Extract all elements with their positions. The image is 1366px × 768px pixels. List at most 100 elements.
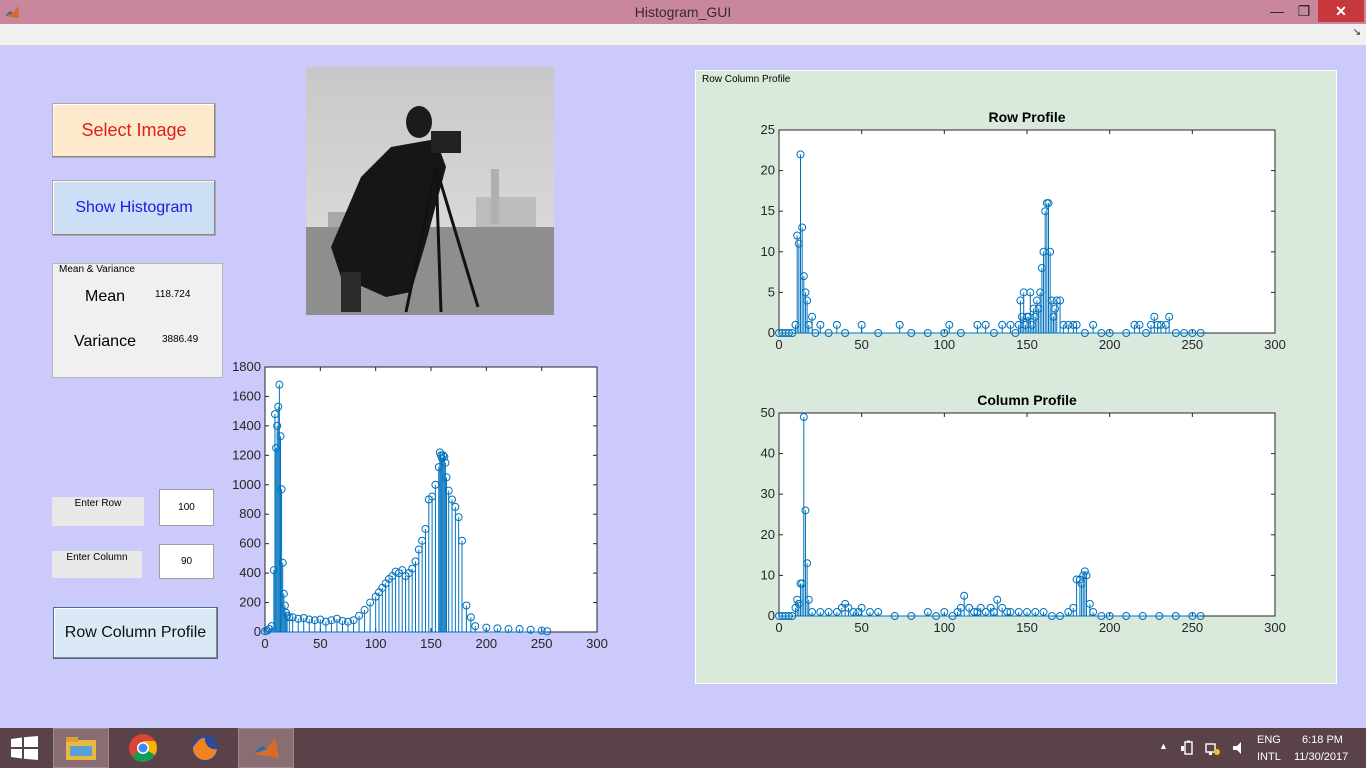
row-column-profile-button[interactable]: Row Column Profile bbox=[53, 607, 218, 659]
dock-icon[interactable]: ↘ bbox=[1352, 27, 1361, 38]
mean-label: Mean bbox=[85, 288, 126, 305]
stem-marker bbox=[956, 329, 965, 337]
stem-marker bbox=[526, 625, 535, 634]
stem-marker bbox=[457, 536, 466, 545]
y-tick-label: 400 bbox=[239, 565, 261, 580]
minimize-button[interactable]: — bbox=[1270, 3, 1284, 19]
y-tick-label: 200 bbox=[239, 595, 261, 610]
stem-marker bbox=[1150, 312, 1159, 321]
battery-icon[interactable] bbox=[1180, 740, 1196, 756]
stem-marker bbox=[1080, 567, 1089, 576]
variance-value: 3886.49 bbox=[162, 334, 199, 345]
stem-marker bbox=[310, 616, 319, 625]
stem-marker bbox=[439, 451, 448, 460]
x-tick-label: 150 bbox=[420, 636, 442, 651]
matlab-taskbar-button[interactable] bbox=[238, 728, 294, 768]
enter-row-label: Enter Row bbox=[52, 497, 144, 526]
stem-marker bbox=[482, 623, 491, 632]
firefox-icon bbox=[192, 735, 218, 761]
x-tick-label: 200 bbox=[1099, 620, 1121, 635]
network-icon[interactable] bbox=[1205, 740, 1221, 756]
title-bar: Histogram_GUI — ❐ ✕ bbox=[0, 0, 1366, 24]
window-title: Histogram_GUI bbox=[634, 4, 732, 20]
clock-date[interactable]: 11/30/2017 bbox=[1294, 751, 1349, 763]
stem-marker bbox=[1006, 607, 1015, 616]
stem-marker bbox=[948, 612, 957, 620]
stem-marker bbox=[799, 413, 808, 422]
stem-marker bbox=[1188, 329, 1197, 337]
keyboard-layout-label[interactable]: INTL bbox=[1257, 751, 1281, 763]
stem-marker bbox=[940, 329, 949, 337]
tray-expand-icon[interactable]: ▲ bbox=[1159, 741, 1168, 751]
stem-marker bbox=[1056, 296, 1065, 305]
stem-marker bbox=[1059, 320, 1068, 329]
stem-marker bbox=[1031, 607, 1040, 616]
stem-marker bbox=[1064, 607, 1073, 616]
column-input[interactable]: 90 bbox=[159, 544, 214, 579]
language-label[interactable]: ENG bbox=[1257, 734, 1281, 746]
x-tick-label: 200 bbox=[475, 636, 497, 651]
row-input[interactable]: 100 bbox=[159, 489, 214, 526]
stem-marker bbox=[444, 486, 453, 495]
matlab-icon[interactable] bbox=[4, 4, 20, 20]
stem-marker bbox=[841, 329, 850, 337]
stem-marker bbox=[857, 603, 866, 612]
matlab-icon bbox=[253, 737, 279, 758]
stem-marker bbox=[279, 589, 288, 598]
stem-marker bbox=[798, 223, 807, 232]
stem-marker bbox=[338, 616, 347, 625]
chrome-taskbar-button[interactable] bbox=[115, 728, 171, 768]
stem-marker bbox=[784, 329, 793, 337]
stem-marker bbox=[801, 288, 810, 297]
select-image-button[interactable]: Select Image bbox=[52, 103, 216, 158]
stem-marker bbox=[816, 607, 825, 616]
stem-marker bbox=[1188, 612, 1197, 620]
stem-marker bbox=[1165, 312, 1174, 321]
show-histogram-button[interactable]: Show Histogram bbox=[52, 180, 216, 236]
stem-marker bbox=[441, 458, 450, 467]
stem-marker bbox=[355, 611, 364, 620]
stem-marker bbox=[1156, 320, 1165, 329]
chrome-icon bbox=[129, 734, 157, 762]
y-tick-label: 1400 bbox=[232, 418, 261, 433]
stem-marker bbox=[1072, 320, 1081, 329]
maximize-button[interactable]: ❐ bbox=[1297, 3, 1311, 19]
stem-marker bbox=[454, 513, 463, 522]
figure-toolbar: ↘ bbox=[0, 24, 1366, 46]
photographer-figure bbox=[331, 106, 480, 313]
stem-marker bbox=[832, 607, 841, 616]
clock-time[interactable]: 6:18 PM bbox=[1302, 734, 1343, 746]
stem-marker bbox=[799, 272, 808, 281]
x-tick-label: 0 bbox=[261, 636, 268, 651]
stem-marker bbox=[440, 452, 449, 461]
stem-marker bbox=[1026, 288, 1035, 297]
start-windows-icon[interactable] bbox=[11, 736, 39, 760]
firefox-taskbar-button[interactable] bbox=[177, 728, 233, 768]
stem-marker bbox=[874, 329, 883, 337]
stem-marker bbox=[923, 607, 932, 616]
stem-marker bbox=[305, 615, 314, 624]
stem-marker bbox=[466, 613, 475, 622]
stem-marker bbox=[803, 559, 812, 568]
y-tick-label: 0 bbox=[254, 624, 261, 639]
stem-marker bbox=[981, 607, 990, 616]
file-explorer-icon bbox=[66, 737, 96, 760]
row-profile-axes: Row Profile 0 50 100 150 200 250 300 0 5 10 15 20 25 bbox=[761, 109, 1286, 352]
stem-marker bbox=[796, 150, 805, 159]
file-explorer-taskbar-button[interactable] bbox=[53, 728, 109, 768]
stem-marker bbox=[824, 607, 833, 616]
close-button[interactable]: ✕ bbox=[1318, 0, 1364, 22]
stem-marker bbox=[462, 601, 471, 610]
stem-marker bbox=[360, 605, 369, 614]
stem-marker bbox=[1006, 320, 1015, 329]
y-tick-label: 50 bbox=[761, 405, 775, 420]
stem-marker bbox=[1180, 329, 1189, 337]
stem-marker bbox=[1130, 320, 1139, 329]
y-tick-label: 800 bbox=[239, 506, 261, 521]
volume-icon[interactable] bbox=[1231, 740, 1247, 756]
x-tick-label: 100 bbox=[933, 620, 955, 635]
stem-marker bbox=[993, 595, 1002, 604]
stem-marker bbox=[448, 495, 457, 504]
y-tick-label: 10 bbox=[761, 567, 775, 582]
stem-marker bbox=[1122, 329, 1131, 337]
